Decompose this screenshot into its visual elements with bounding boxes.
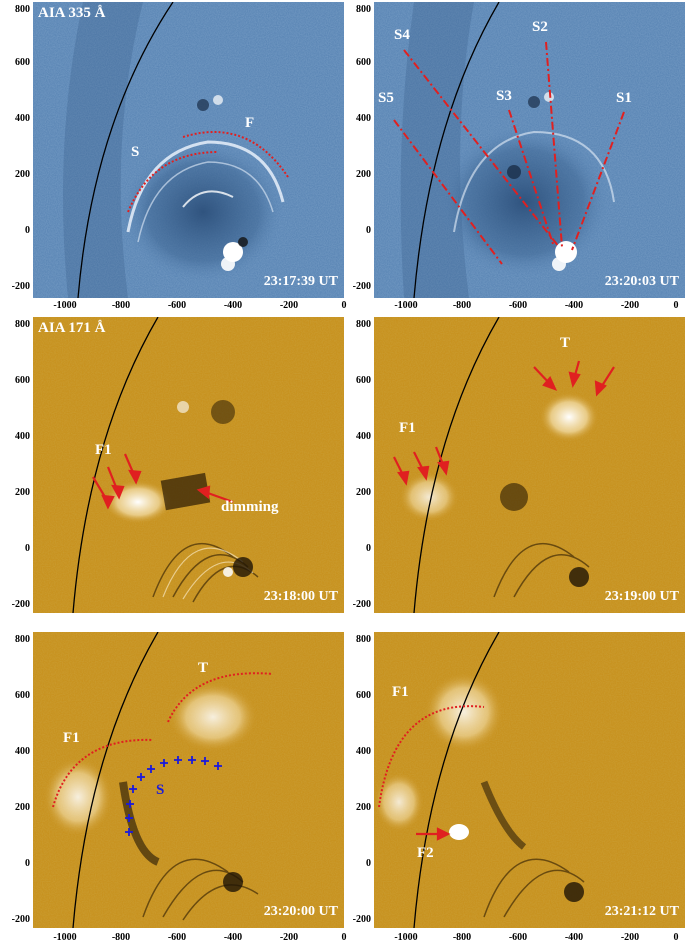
x-tick: -200 bbox=[620, 300, 640, 311]
euv-image-335-b bbox=[374, 2, 685, 298]
y-tick: 800 bbox=[15, 4, 30, 15]
y-tick: 0 bbox=[25, 543, 30, 554]
y-tick: 200 bbox=[15, 487, 30, 498]
panel-335-b: 23:20:03 UT S4 S2 S5 S3 S1 bbox=[374, 2, 685, 298]
panel-335-a: AIA 335 Å 23:17:39 UT S F bbox=[33, 2, 344, 298]
y-tick: -200 bbox=[352, 914, 371, 925]
euv-image-171-c bbox=[33, 632, 344, 928]
y-tick: 800 bbox=[356, 319, 371, 330]
y-tick: 0 bbox=[366, 858, 371, 869]
x-tick: -200 bbox=[620, 932, 640, 943]
y-tick: 400 bbox=[356, 431, 371, 442]
x-tick: -1000 bbox=[394, 300, 418, 311]
x-tick: -800 bbox=[111, 300, 131, 311]
x-tick: -600 bbox=[508, 932, 528, 943]
euv-image-171-b bbox=[374, 317, 685, 613]
x-tick: -1000 bbox=[53, 932, 77, 943]
y-tick: 200 bbox=[15, 169, 30, 180]
y-tick: 800 bbox=[356, 634, 371, 645]
y-tick: 800 bbox=[356, 4, 371, 15]
y-tick: 0 bbox=[25, 858, 30, 869]
x-tick: -1000 bbox=[53, 300, 77, 311]
x-tick: -800 bbox=[111, 932, 131, 943]
timestamp: 23:21:12 UT bbox=[604, 904, 679, 919]
panel-171-b: 23:19:00 UT T F1 bbox=[374, 317, 685, 613]
label-f2: F2 bbox=[417, 845, 434, 861]
y-tick: 600 bbox=[15, 690, 30, 701]
y-tick: 400 bbox=[356, 113, 371, 124]
timestamp: 23:20:03 UT bbox=[604, 274, 679, 289]
x-tick: -200 bbox=[279, 932, 299, 943]
x-tick: -800 bbox=[452, 932, 472, 943]
label-f1: F1 bbox=[392, 684, 409, 700]
y-tick: 600 bbox=[356, 57, 371, 68]
x-tick: -1000 bbox=[394, 932, 418, 943]
label-s5: S5 bbox=[378, 90, 394, 106]
timestamp: 23:19:00 UT bbox=[604, 589, 679, 604]
timestamp: 23:18:00 UT bbox=[263, 589, 338, 604]
y-tick: 800 bbox=[15, 319, 30, 330]
panel-title: AIA 171 Å bbox=[38, 320, 106, 336]
y-tick: -200 bbox=[352, 281, 371, 292]
y-tick: 0 bbox=[366, 543, 371, 554]
panel-title: AIA 335 Å bbox=[38, 5, 106, 21]
x-tick: -600 bbox=[508, 300, 528, 311]
y-tick: 400 bbox=[356, 746, 371, 757]
x-tick: -400 bbox=[223, 932, 243, 943]
panel-171-c: 23:20:00 UT T F1 S bbox=[33, 632, 344, 928]
label-t: T bbox=[560, 335, 571, 351]
label-f: F bbox=[245, 115, 255, 131]
label-s4: S4 bbox=[394, 27, 410, 43]
label-s3: S3 bbox=[496, 88, 512, 104]
x-tick: 0 bbox=[341, 932, 347, 943]
y-tick: 200 bbox=[356, 487, 371, 498]
x-tick: -600 bbox=[167, 932, 187, 943]
euv-image-335-a bbox=[33, 2, 344, 298]
x-tick: -400 bbox=[223, 300, 243, 311]
label-f1: F1 bbox=[399, 420, 416, 436]
panel-171-d: 23:21:12 UT F1 F2 bbox=[374, 632, 685, 928]
x-tick: 0 bbox=[673, 300, 679, 311]
x-tick: -400 bbox=[564, 932, 584, 943]
x-tick: -600 bbox=[167, 300, 187, 311]
y-tick: 400 bbox=[15, 746, 30, 757]
y-tick: 600 bbox=[356, 690, 371, 701]
label-s: S bbox=[156, 782, 165, 798]
y-tick: -200 bbox=[11, 914, 30, 925]
y-tick: 200 bbox=[15, 802, 30, 813]
y-tick: 200 bbox=[356, 169, 371, 180]
label-s1: S1 bbox=[616, 90, 632, 106]
x-tick: 0 bbox=[341, 300, 347, 311]
label-dimming: dimming bbox=[221, 499, 279, 515]
x-tick: 0 bbox=[673, 932, 679, 943]
y-tick: 0 bbox=[25, 225, 30, 236]
y-tick: -200 bbox=[11, 599, 30, 610]
timestamp: 23:17:39 UT bbox=[263, 274, 338, 289]
y-tick: 600 bbox=[15, 57, 30, 68]
y-tick: 600 bbox=[15, 375, 30, 386]
label-f1: F1 bbox=[95, 442, 112, 458]
y-tick: 200 bbox=[356, 802, 371, 813]
x-tick: -400 bbox=[564, 300, 584, 311]
y-tick: 400 bbox=[15, 113, 30, 124]
x-tick: -800 bbox=[452, 300, 472, 311]
euv-image-171-a bbox=[33, 317, 344, 613]
label-f1: F1 bbox=[63, 730, 80, 746]
label-s: S bbox=[131, 144, 140, 160]
y-tick: -200 bbox=[352, 599, 371, 610]
y-tick: 600 bbox=[356, 375, 371, 386]
label-s2: S2 bbox=[532, 19, 548, 35]
y-tick: 0 bbox=[366, 225, 371, 236]
x-tick: -200 bbox=[279, 300, 299, 311]
timestamp: 23:20:00 UT bbox=[263, 904, 338, 919]
y-tick: 400 bbox=[15, 431, 30, 442]
y-tick: 800 bbox=[15, 634, 30, 645]
y-tick: -200 bbox=[11, 281, 30, 292]
panel-171-a: AIA 171 Å 23:18:00 UT F1 dimming bbox=[33, 317, 344, 613]
euv-image-171-d bbox=[374, 632, 685, 928]
label-t: T bbox=[198, 660, 209, 676]
